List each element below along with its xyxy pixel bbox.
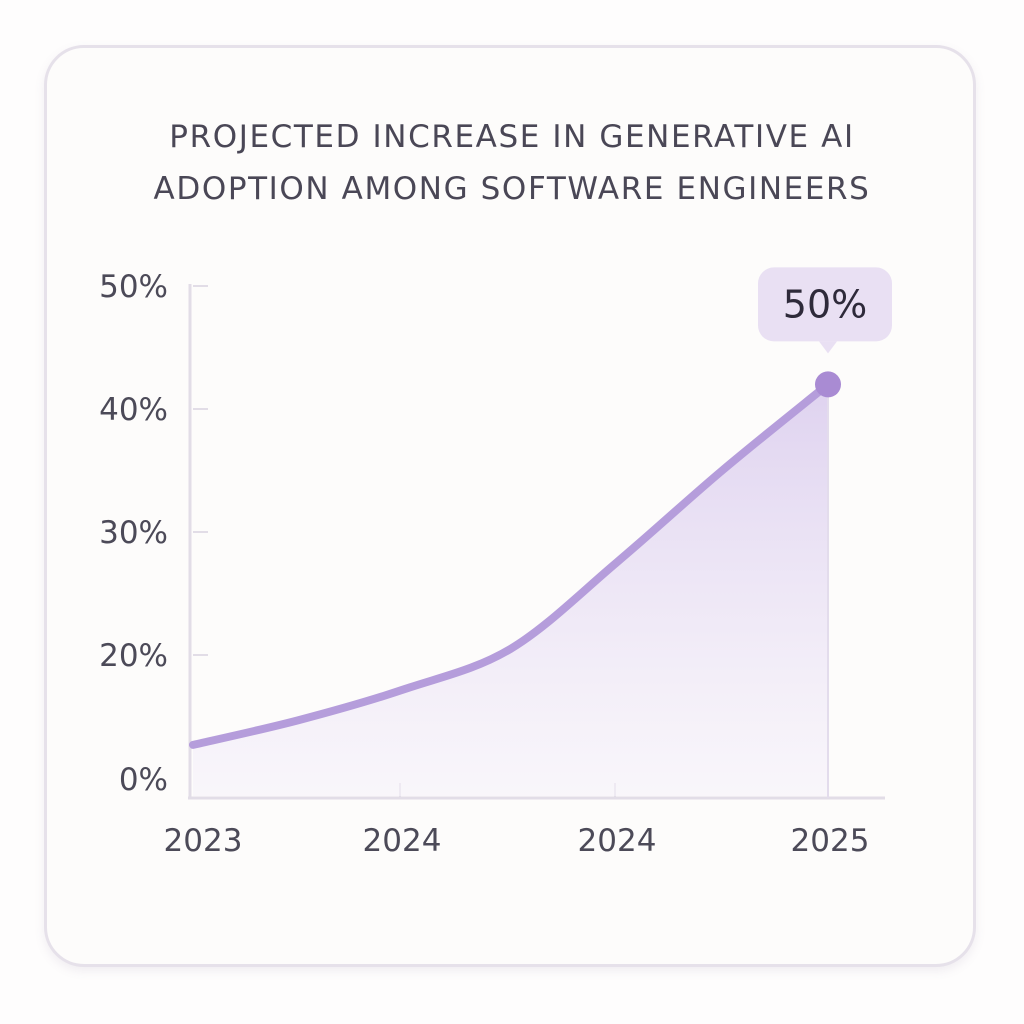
callout-pointer: [819, 341, 837, 354]
chart-title: PROJECTED INCREASE IN GENERATIVE AI ADOP…: [0, 111, 1024, 215]
x-tick-label: 2025: [791, 823, 870, 859]
callout-label: 50%: [783, 282, 867, 326]
chart-title-line-2: ADOPTION AMONG SOFTWARE ENGINEERS: [153, 171, 871, 207]
y-tick-label: 20%: [99, 638, 168, 674]
end-point-marker: [815, 371, 841, 398]
y-tick-label: 0%: [119, 762, 168, 798]
x-tick-label: 2023: [164, 823, 243, 859]
x-tick-label: 2024: [363, 823, 442, 859]
chart-title-line-1: PROJECTED INCREASE IN GENERATIVE AI: [169, 119, 855, 155]
x-tick-label: 2024: [578, 823, 657, 859]
y-tick-label: 30%: [99, 515, 168, 551]
callout-bubble: [758, 267, 892, 342]
value-callout: 50%: [758, 267, 892, 354]
y-tick-label: 50%: [99, 269, 168, 305]
y-tick-label: 40%: [99, 392, 168, 428]
series-line: [189, 380, 832, 749]
area-fill: [193, 384, 828, 796]
